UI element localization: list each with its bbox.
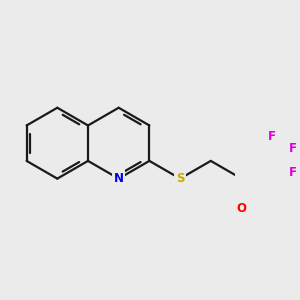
- Text: S: S: [176, 172, 184, 185]
- Text: F: F: [268, 130, 276, 143]
- Text: O: O: [236, 202, 247, 215]
- Text: F: F: [289, 167, 297, 179]
- Text: N: N: [114, 172, 124, 185]
- Text: F: F: [289, 142, 297, 155]
